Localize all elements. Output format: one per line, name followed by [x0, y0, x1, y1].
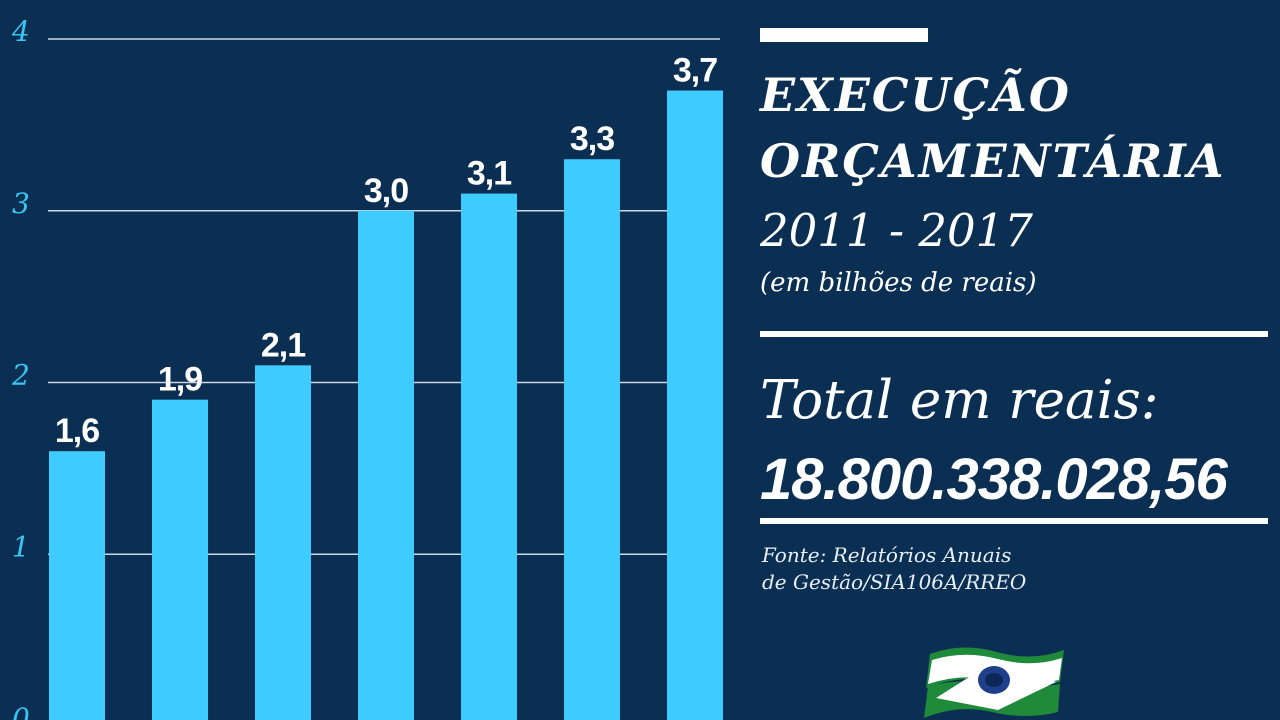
bar	[152, 399, 208, 720]
bottom-rule	[760, 518, 1268, 524]
info-panel: EXECUÇÃO ORÇAMENTÁRIA 2011 - 2017 (em bi…	[760, 0, 1270, 720]
total-value: 18.800.338.028,56	[760, 447, 1228, 512]
bar-chart: 0 1 2 3 4 1,6 1,9 2,1 3,0 3,1 3,3 3,7	[11, 15, 723, 720]
bar-value-label: 3,0	[364, 172, 408, 210]
bar	[358, 210, 414, 720]
top-rule	[760, 28, 928, 42]
bar-value-labels: 1,6 1,9 2,1 3,0 3,1 3,3 3,7	[55, 52, 718, 451]
bar-value-label: 1,9	[158, 361, 202, 399]
bar	[667, 90, 723, 720]
y-axis-ticks: 0 1 2 3 4	[11, 15, 30, 720]
bar-value-label: 3,7	[673, 52, 717, 90]
bar	[564, 159, 620, 720]
bar-value-label: 3,3	[570, 120, 614, 158]
bar	[255, 365, 311, 720]
unit-subtitle: (em bilhões de reais)	[760, 268, 1037, 298]
bar-value-label: 2,1	[261, 326, 305, 364]
title-line-2: ORÇAMENTÁRIA	[760, 134, 1226, 188]
source-note: Fonte: Relatórios Anuais de Gestão/SIA10…	[762, 542, 1026, 596]
y-tick-label: 1	[12, 530, 30, 563]
title-line-1: EXECUÇÃO	[760, 68, 1071, 122]
bar	[49, 451, 105, 720]
bar-value-label: 3,1	[467, 155, 511, 193]
period-subtitle: 2011 - 2017	[760, 204, 1033, 257]
y-tick-label: 3	[12, 187, 30, 220]
flag-icon	[924, 647, 1064, 718]
middle-rule	[760, 331, 1268, 337]
y-tick-label: 0	[12, 702, 30, 720]
y-tick-label: 2	[11, 359, 30, 392]
source-line-2: de Gestão/SIA106A/RREO	[762, 570, 1027, 594]
bar	[461, 193, 517, 720]
bars	[49, 90, 723, 720]
source-line-1: Fonte: Relatórios Anuais	[762, 543, 1012, 567]
y-tick-label: 4	[11, 15, 30, 48]
total-label: Total em reais:	[760, 370, 1159, 431]
bar-value-label: 1,6	[55, 412, 99, 450]
